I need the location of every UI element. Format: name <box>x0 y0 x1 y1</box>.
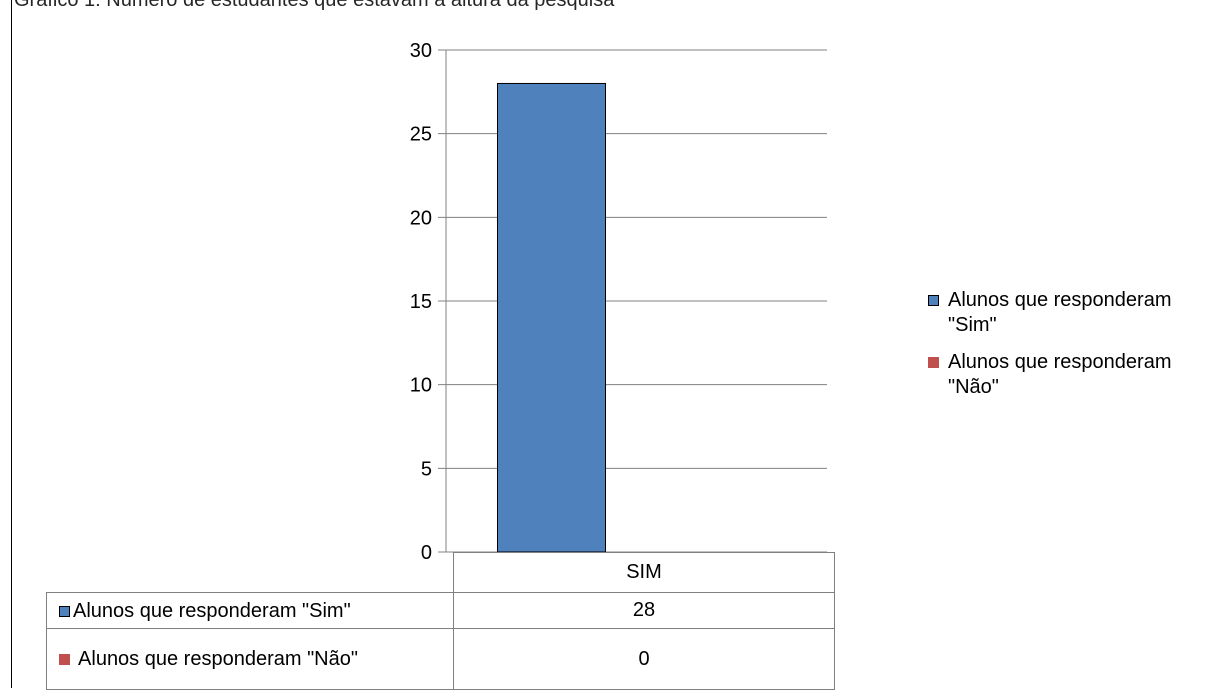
bar-sim <box>497 82 606 553</box>
data-table-swatch-nao <box>59 654 70 665</box>
legend-item-nao: Alunos que responderam "Não" <box>928 350 1198 400</box>
y-tick-label: 10 <box>410 375 432 397</box>
legend-label-nao: Alunos que responderam "Não" <box>948 351 1172 398</box>
data-table-category-row: SIM <box>47 552 835 593</box>
data-table-row-label: Alunos que responderam "Sim" <box>46 592 454 629</box>
gridlines <box>438 49 827 553</box>
data-table-row-label-wrap: Alunos que responderam "Não" <box>55 647 453 671</box>
y-tick-label: 25 <box>410 124 432 146</box>
data-table-value-sim: 28 <box>453 592 835 629</box>
data-table-value-nao: 0 <box>453 628 835 690</box>
data-table-label-nao: Alunos que responderam "Não" <box>78 648 358 670</box>
data-table-row-label-wrap: Alunos que responderam "Sim" <box>55 599 453 623</box>
legend-item-sim: Alunos que responderam "Sim" <box>928 288 1198 338</box>
legend-swatch-nao <box>928 357 939 368</box>
data-table-corner <box>47 553 454 593</box>
data-table-swatch-sim <box>59 605 70 617</box>
legend-label-sim: Alunos que responderam "Sim" <box>948 289 1172 336</box>
x-tick-label-sim: SIM <box>453 552 835 593</box>
chart-data-table: SIM Alunos que responderam "Sim" 28 Alun… <box>46 552 835 690</box>
data-table-row: Alunos que responderam "Não" 0 <box>46 628 835 690</box>
bars <box>497 82 606 553</box>
data-table-row-label: Alunos que responderam "Não" <box>46 628 454 690</box>
chart-legend: Alunos que responderam "Sim" Alunos que … <box>928 288 1198 412</box>
data-table-row: Alunos que responderam "Sim" 28 <box>46 592 835 629</box>
y-tick-label: 5 <box>421 458 432 480</box>
page-left-border <box>11 0 12 688</box>
y-tick-label: 20 <box>410 207 432 229</box>
legend-swatch-sim <box>928 295 939 306</box>
data-table-label-sim: Alunos que responderam "Sim" <box>73 599 351 622</box>
y-tick-label: 30 <box>410 40 432 62</box>
chart-caption: Gráfico 1: Número de estudantes que esta… <box>14 0 615 11</box>
y-tick-label: 15 <box>410 291 432 313</box>
y-tick-label: 0 <box>421 542 432 564</box>
y-tick-labels: 0 5 10 15 20 25 30 <box>410 40 432 564</box>
